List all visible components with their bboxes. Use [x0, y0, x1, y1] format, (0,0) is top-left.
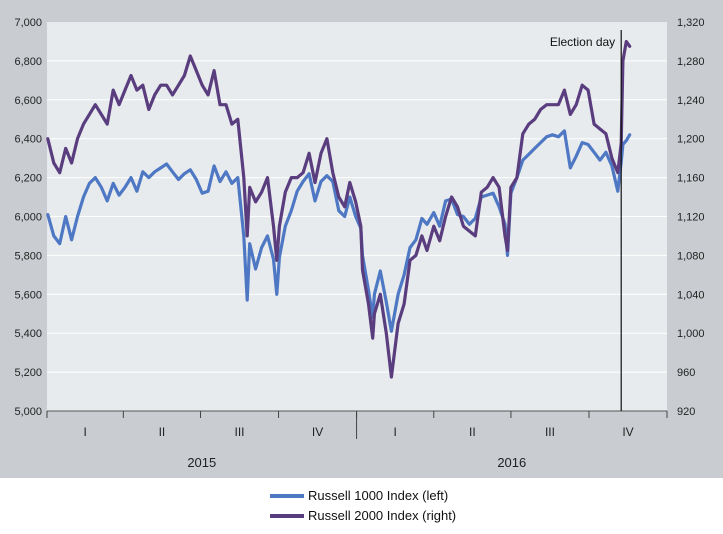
x-period-label: III [235, 425, 245, 439]
x-period-label: I [393, 425, 396, 439]
left-tick-label: 6,000 [14, 212, 42, 224]
right-tick-label: 1,160 [677, 173, 705, 185]
left-tick-label: 6,800 [14, 56, 42, 68]
left-tick-label: 5,400 [14, 328, 42, 340]
right-tick-label: 1,120 [677, 212, 705, 224]
election-day-annotation: Election day [550, 30, 622, 411]
x-period-label: III [545, 425, 555, 439]
right-tick-label: 1,320 [677, 17, 705, 29]
right-tick-label: 1,240 [677, 95, 705, 107]
right-tick-label: 1,040 [677, 289, 705, 301]
left-tick-label: 5,000 [14, 406, 42, 418]
legend-label-russell-1000: Russell 1000 Index (left) [308, 488, 449, 503]
left-tick-label: 5,600 [14, 289, 42, 301]
left-tick-label: 6,400 [14, 134, 42, 146]
left-axis-ticks: 5,000 5,200 5,400 5,600 5,800 6,000 6,200 6,400… [14, 17, 42, 418]
x-period-label: IV [622, 425, 633, 439]
x-year-label: 2015 [187, 455, 216, 470]
right-axis-ticks: 920 960 1,000 1,040 1,080 1,120 1,160 1,200 1,24… [677, 17, 705, 418]
x-period-label: II [159, 425, 166, 439]
x-year-label: 2016 [497, 455, 526, 470]
legend: Russell 1000 Index (left) Russell 2000 I… [270, 486, 530, 526]
line-chart: 5,000 5,200 5,400 5,600 5,800 6,000 6,200 6,400… [14, 17, 705, 470]
right-tick-label: 1,280 [677, 56, 705, 68]
legend-item-russell-2000: Russell 2000 Index (right) [270, 506, 530, 526]
gridlines [47, 60, 667, 373]
legend-swatch-russell-1000 [270, 494, 304, 498]
right-tick-label: 1,000 [677, 328, 705, 340]
election-day-label: Election day [550, 35, 615, 49]
x-period-label: I [83, 425, 86, 439]
left-tick-label: 7,000 [14, 17, 42, 29]
left-tick-label: 5,800 [14, 250, 42, 262]
right-tick-label: 960 [677, 367, 695, 379]
series-line-russell-2000 [46, 39, 632, 379]
legend-label-russell-2000: Russell 2000 Index (right) [308, 508, 457, 523]
legend-swatch-russell-2000 [270, 514, 304, 518]
right-tick-label: 1,080 [677, 250, 705, 262]
left-tick-label: 6,600 [14, 95, 42, 107]
x-period-label: IV [312, 425, 323, 439]
x-period-label: II [469, 425, 476, 439]
left-tick-label: 6,200 [14, 173, 42, 185]
left-tick-label: 5,200 [14, 367, 42, 379]
chart-frame: 5,000 5,200 5,400 5,600 5,800 6,000 6,200 6,400… [0, 0, 723, 478]
right-tick-label: 920 [677, 406, 695, 418]
legend-item-russell-1000: Russell 1000 Index (left) [270, 486, 530, 506]
series-layer [46, 39, 632, 379]
right-tick-label: 1,200 [677, 134, 705, 146]
series-line-russell-1000 [46, 129, 632, 333]
